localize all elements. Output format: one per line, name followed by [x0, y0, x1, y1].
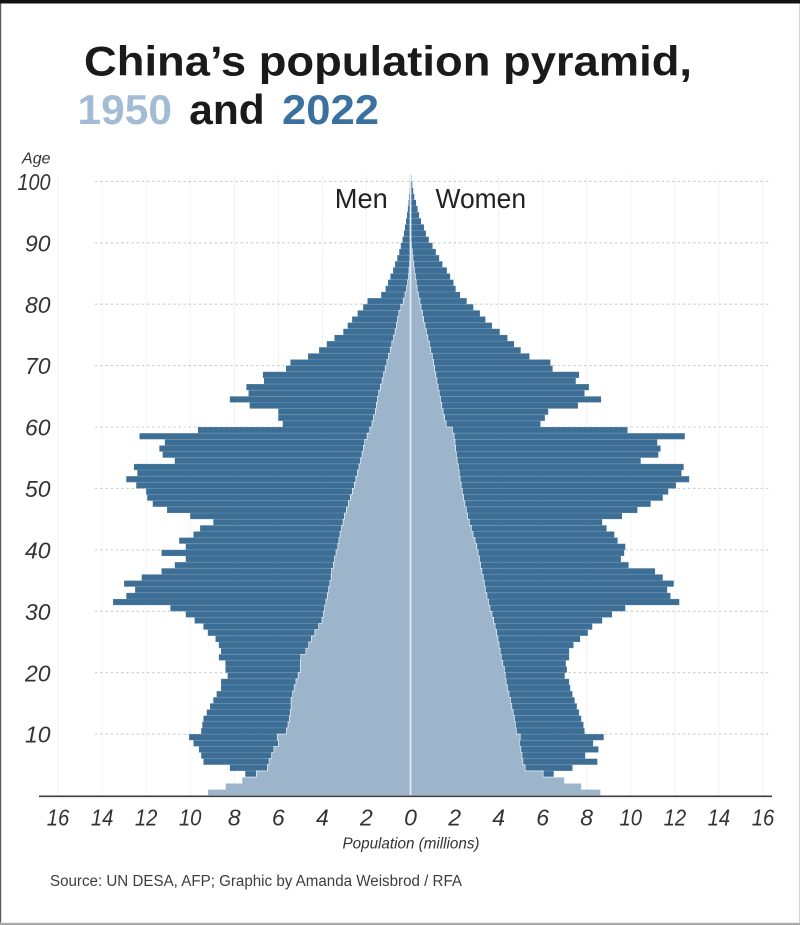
- svg-text:1950: 1950: [78, 86, 173, 133]
- svg-text:14: 14: [708, 805, 731, 831]
- svg-text:40: 40: [25, 538, 51, 564]
- svg-text:6: 6: [536, 805, 549, 831]
- svg-text:0: 0: [404, 805, 417, 831]
- svg-text:50: 50: [25, 476, 51, 502]
- svg-text:10: 10: [25, 722, 51, 748]
- svg-text:70: 70: [25, 353, 51, 379]
- svg-text:60: 60: [25, 415, 51, 441]
- svg-text:20: 20: [24, 660, 51, 686]
- svg-text:8: 8: [580, 805, 593, 831]
- svg-text:Women: Women: [436, 183, 527, 214]
- svg-text:16: 16: [47, 805, 70, 831]
- svg-text:30: 30: [25, 599, 51, 625]
- svg-text:12: 12: [664, 805, 687, 831]
- svg-text:4: 4: [492, 805, 505, 831]
- svg-text:100: 100: [18, 169, 51, 195]
- svg-text:2: 2: [447, 805, 461, 831]
- svg-text:4: 4: [316, 805, 329, 831]
- svg-text:Source: UN DESA, AFP; Graphic: Source: UN DESA, AFP; Graphic by Amanda …: [50, 873, 463, 890]
- svg-text:14: 14: [91, 805, 114, 831]
- svg-text:Men: Men: [335, 183, 388, 214]
- svg-text:10: 10: [620, 805, 643, 831]
- svg-text:2022: 2022: [282, 86, 379, 133]
- svg-text:Age: Age: [21, 151, 51, 168]
- svg-text:2: 2: [359, 805, 373, 831]
- svg-text:10: 10: [179, 805, 202, 831]
- svg-text:Population (millions): Population (millions): [343, 836, 480, 853]
- svg-text:8: 8: [228, 805, 241, 831]
- svg-text:6: 6: [272, 805, 285, 831]
- svg-text:and: and: [189, 86, 264, 133]
- svg-text:80: 80: [25, 292, 51, 318]
- svg-text:China’s population pyramid,: China’s population pyramid,: [84, 38, 692, 85]
- svg-text:16: 16: [752, 805, 775, 831]
- svg-text:90: 90: [25, 230, 51, 256]
- svg-text:12: 12: [135, 805, 158, 831]
